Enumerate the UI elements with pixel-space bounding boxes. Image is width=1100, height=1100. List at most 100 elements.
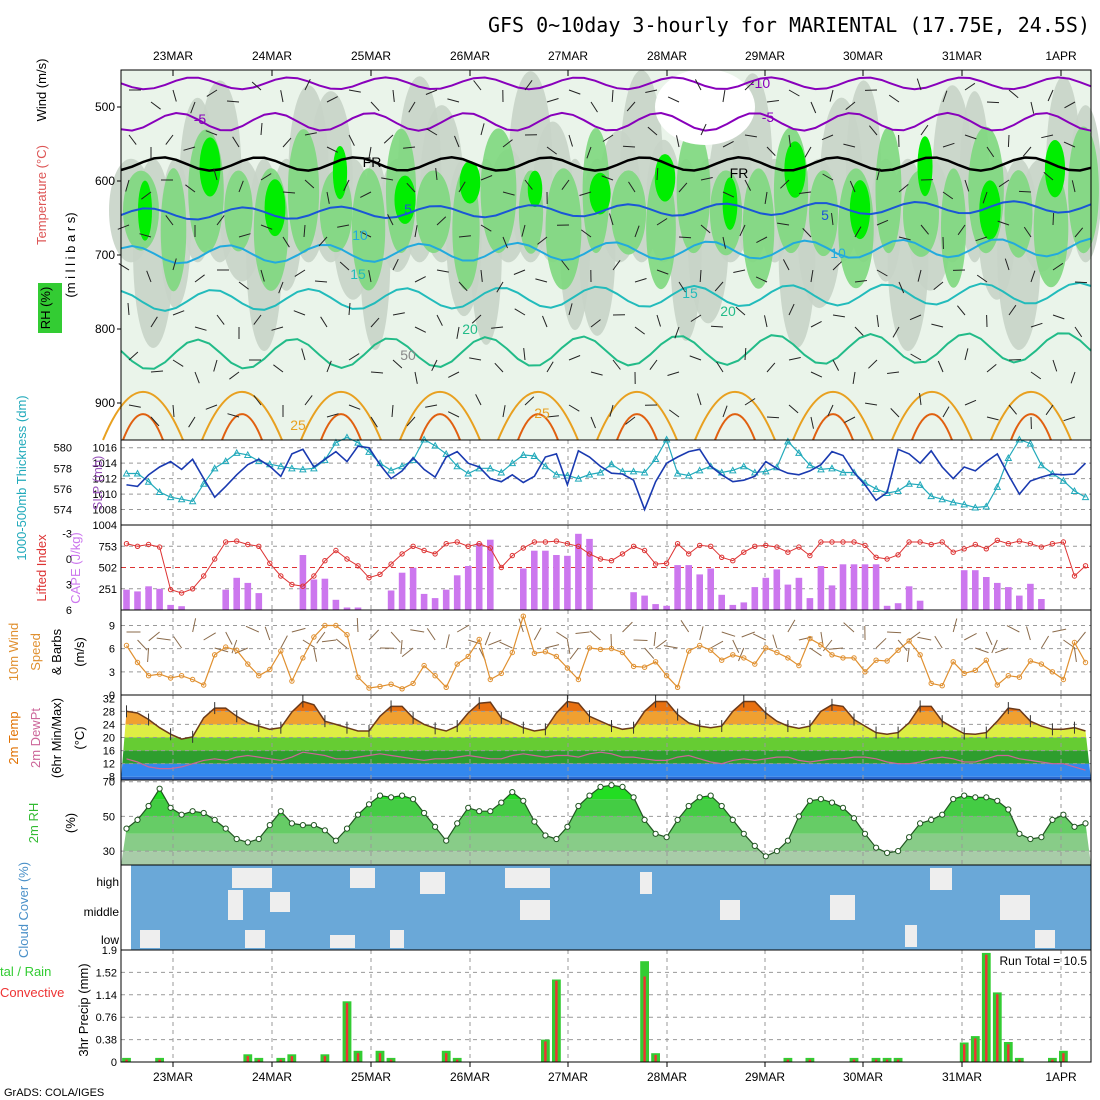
rh2m-line <box>126 784 1086 858</box>
cape-bar-27 <box>420 593 428 610</box>
thickness-point-31 <box>464 469 473 477</box>
thickness-point-30 <box>453 462 462 470</box>
cloud-row-label-0: high <box>96 875 119 889</box>
pressure-tick-label-3: 800 <box>95 322 115 336</box>
thickness-point-4 <box>166 493 175 501</box>
lifted-point-72 <box>917 539 923 545</box>
lifted-point-75 <box>950 549 956 555</box>
thickness-axis-label: 1000-500mb Thickness (dm) <box>14 395 29 560</box>
thickness-point-7 <box>199 479 208 487</box>
cape-bar-36 <box>520 568 527 610</box>
cape-bar-50 <box>674 565 681 610</box>
wind-point-56 <box>741 655 747 661</box>
lifted-point-37 <box>531 539 538 545</box>
rh2m-point-62 <box>806 797 814 804</box>
lifted-point-11 <box>245 541 251 548</box>
thickness-point-15 <box>288 464 296 472</box>
temp-band-3 <box>121 737 1091 751</box>
rh2m-point-8 <box>211 816 218 824</box>
cape-bar-70 <box>894 603 902 610</box>
lifted-point-45 <box>619 551 626 557</box>
rh2m-point-78 <box>983 794 990 801</box>
thickness-point-43 <box>596 468 605 476</box>
wind-point-61 <box>796 662 802 669</box>
cloud-clear-block-6 <box>520 900 550 920</box>
lifted-point-5 <box>178 590 185 596</box>
rh-mid-region-9 <box>415 170 452 253</box>
cloud-clear-block-11 <box>1000 895 1030 920</box>
precip-conv-bar-38 <box>544 1041 547 1062</box>
temp-band-4 <box>121 724 1091 738</box>
rh2m-point-38 <box>542 832 549 839</box>
rh2m-point-52 <box>696 794 703 801</box>
rh2m-point-45 <box>619 783 626 791</box>
rh2m-filled-area <box>121 785 1091 865</box>
wind-point-79 <box>994 682 1000 688</box>
rh2m-point-23 <box>376 792 384 799</box>
slp-series-line <box>126 445 1087 512</box>
lifted-point-79 <box>994 537 1000 543</box>
contour-label-14: 25 <box>534 405 550 421</box>
thickness-point-58 <box>761 467 770 475</box>
wind-point-15 <box>289 678 295 684</box>
thickness-point-86 <box>1070 486 1079 494</box>
thickness-point-52 <box>695 466 704 474</box>
cape-bar-0 <box>123 589 130 610</box>
cape-bar-47 <box>641 595 648 610</box>
rh2m-point-58 <box>762 853 769 860</box>
thickness-point-16 <box>299 465 307 473</box>
cape-bar-10 <box>233 577 240 610</box>
thickness-point-17 <box>310 464 318 472</box>
top-date-label-1: 24MAR <box>252 49 292 63</box>
temp-tick-label-4: 24 <box>103 719 115 731</box>
lifted-point-76 <box>961 546 967 552</box>
rh2m-point-56 <box>740 830 747 837</box>
wind-axis-label-4: (m/s) <box>72 637 87 667</box>
rh2m-point-84 <box>1049 816 1056 824</box>
thickness-point-84 <box>1048 469 1057 477</box>
precip-tick-label-3: 1.14 <box>96 990 117 1002</box>
wind-point-68 <box>873 657 879 663</box>
wind-point-84 <box>1049 669 1056 675</box>
wind-point-26 <box>410 680 416 687</box>
lifted-point-33 <box>487 545 493 551</box>
lifted-point-23 <box>377 571 383 577</box>
wind-point-35 <box>509 649 515 656</box>
precip-conv-bar-11 <box>246 1056 249 1062</box>
contour-label-1: -5 <box>194 111 207 127</box>
precip-conv-bar-76 <box>963 1044 966 1062</box>
precip-conv-bar-14 <box>279 1059 282 1062</box>
rh2m-point-74 <box>939 811 946 818</box>
wind-tick-label-0: 0 <box>109 690 115 702</box>
rh-mid-region-1 <box>160 168 187 292</box>
legend-rh-label: RH (%) <box>38 287 53 330</box>
wind-tick-label-2: 6 <box>109 644 115 656</box>
bottom-date-label-8: 31MAR <box>942 1070 982 1084</box>
wind-point-19 <box>333 622 339 629</box>
thickness-point-79 <box>993 482 1002 490</box>
rh2m-point-24 <box>388 794 395 801</box>
lifted-point-31 <box>465 543 471 549</box>
dewpoint-line <box>126 751 1086 771</box>
wind-axis-label-2: Speed <box>28 633 43 671</box>
cape-bar-42 <box>586 538 593 610</box>
precip-conv-bar-20 <box>345 1003 349 1062</box>
thickness-point-66 <box>850 468 858 476</box>
rh2m-point-65 <box>839 804 847 811</box>
precip-frame <box>120 949 1092 1063</box>
precip-conv-bar-12 <box>257 1059 260 1062</box>
isotherm-30-arc-7 <box>812 413 854 441</box>
lifted-point-9 <box>223 539 229 545</box>
cape-bar-18 <box>321 578 329 610</box>
lifted-point-67 <box>862 542 868 549</box>
isotherm-freezing <box>120 156 1092 172</box>
cape-bar-63 <box>817 566 825 610</box>
cape-bar-79 <box>994 582 1001 610</box>
temp-tick-label-1: 12 <box>103 759 115 771</box>
cape-bar-25 <box>398 572 406 610</box>
isotherm-25-arc-6 <box>694 391 776 441</box>
wind-point-52 <box>697 642 703 649</box>
precip-conv-bar-79 <box>996 994 999 1062</box>
top-date-label-3: 26MAR <box>450 49 490 63</box>
precip-conv-bar-84 <box>1051 1059 1054 1062</box>
